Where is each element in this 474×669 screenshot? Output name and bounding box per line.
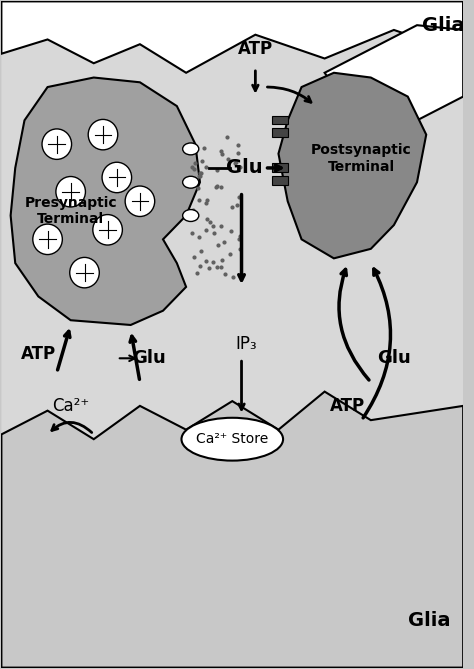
FancyBboxPatch shape	[272, 176, 288, 185]
Ellipse shape	[182, 176, 199, 188]
FancyBboxPatch shape	[272, 163, 288, 172]
Point	[197, 168, 205, 179]
Point	[206, 217, 214, 227]
Circle shape	[70, 258, 99, 288]
Circle shape	[88, 119, 118, 150]
Point	[195, 232, 202, 243]
Polygon shape	[278, 73, 426, 258]
Point	[210, 257, 217, 268]
Point	[220, 236, 228, 247]
Text: Glu: Glu	[377, 349, 411, 367]
Point	[196, 171, 204, 182]
Point	[202, 197, 210, 208]
Polygon shape	[1, 391, 463, 668]
Point	[189, 227, 196, 238]
Point	[197, 246, 204, 256]
Ellipse shape	[182, 143, 199, 155]
Point	[222, 268, 229, 279]
Point	[236, 231, 244, 242]
Polygon shape	[1, 1, 463, 73]
Text: Ca²⁺ Store: Ca²⁺ Store	[196, 432, 268, 446]
Point	[223, 131, 230, 142]
Point	[202, 256, 210, 266]
Text: Ca²⁺: Ca²⁺	[52, 397, 89, 415]
Point	[218, 255, 225, 266]
Text: ATP: ATP	[238, 40, 273, 58]
Point	[217, 145, 225, 156]
Point	[226, 249, 234, 260]
Polygon shape	[10, 78, 200, 325]
Point	[196, 168, 204, 179]
Point	[196, 170, 203, 181]
Point	[236, 244, 244, 254]
Point	[227, 225, 235, 236]
Point	[193, 268, 201, 278]
Point	[212, 181, 219, 192]
Point	[198, 156, 205, 167]
Point	[192, 211, 200, 221]
Text: Glia: Glia	[408, 611, 450, 630]
Text: Postsynaptic
Terminal: Postsynaptic Terminal	[311, 143, 412, 173]
Point	[218, 262, 225, 272]
Circle shape	[125, 186, 155, 217]
Point	[210, 227, 218, 238]
Point	[232, 157, 240, 167]
Point	[194, 183, 201, 194]
Point	[235, 233, 243, 244]
FancyBboxPatch shape	[272, 128, 288, 137]
Circle shape	[42, 129, 72, 159]
Point	[209, 221, 217, 231]
Circle shape	[33, 224, 63, 254]
Point	[202, 225, 210, 235]
Point	[235, 192, 243, 203]
Point	[224, 154, 232, 165]
Text: Glu: Glu	[132, 349, 166, 367]
Point	[195, 195, 202, 205]
Point	[196, 261, 204, 272]
Point	[188, 162, 196, 173]
Point	[213, 181, 220, 192]
Point	[236, 162, 244, 173]
Point	[191, 157, 199, 168]
Text: ATP: ATP	[21, 345, 56, 363]
Ellipse shape	[182, 417, 283, 460]
Point	[214, 262, 221, 272]
Polygon shape	[325, 1, 463, 120]
Circle shape	[93, 215, 122, 245]
Point	[235, 139, 242, 150]
Point	[190, 252, 198, 263]
Point	[202, 162, 210, 173]
Point	[213, 164, 221, 175]
Circle shape	[56, 177, 85, 207]
Point	[231, 157, 238, 168]
Point	[200, 142, 208, 153]
Point	[217, 181, 225, 192]
Point	[203, 213, 210, 224]
Point	[190, 163, 198, 174]
Point	[189, 205, 197, 215]
Point	[215, 240, 222, 250]
Point	[234, 148, 241, 159]
FancyBboxPatch shape	[272, 116, 288, 124]
Point	[189, 145, 197, 155]
Ellipse shape	[182, 209, 199, 221]
Point	[229, 271, 237, 282]
Text: Glia: Glia	[421, 15, 464, 35]
Point	[228, 201, 236, 212]
Circle shape	[102, 163, 132, 193]
Text: ATP: ATP	[330, 397, 365, 415]
Polygon shape	[1, 30, 463, 439]
Point	[218, 149, 226, 159]
Point	[233, 199, 241, 210]
Text: Presynaptic
Terminal: Presynaptic Terminal	[24, 195, 117, 226]
Point	[218, 221, 225, 232]
Point	[206, 263, 213, 274]
Text: IP₃: IP₃	[235, 335, 257, 353]
Text: Glu: Glu	[226, 159, 262, 177]
Point	[203, 195, 211, 206]
